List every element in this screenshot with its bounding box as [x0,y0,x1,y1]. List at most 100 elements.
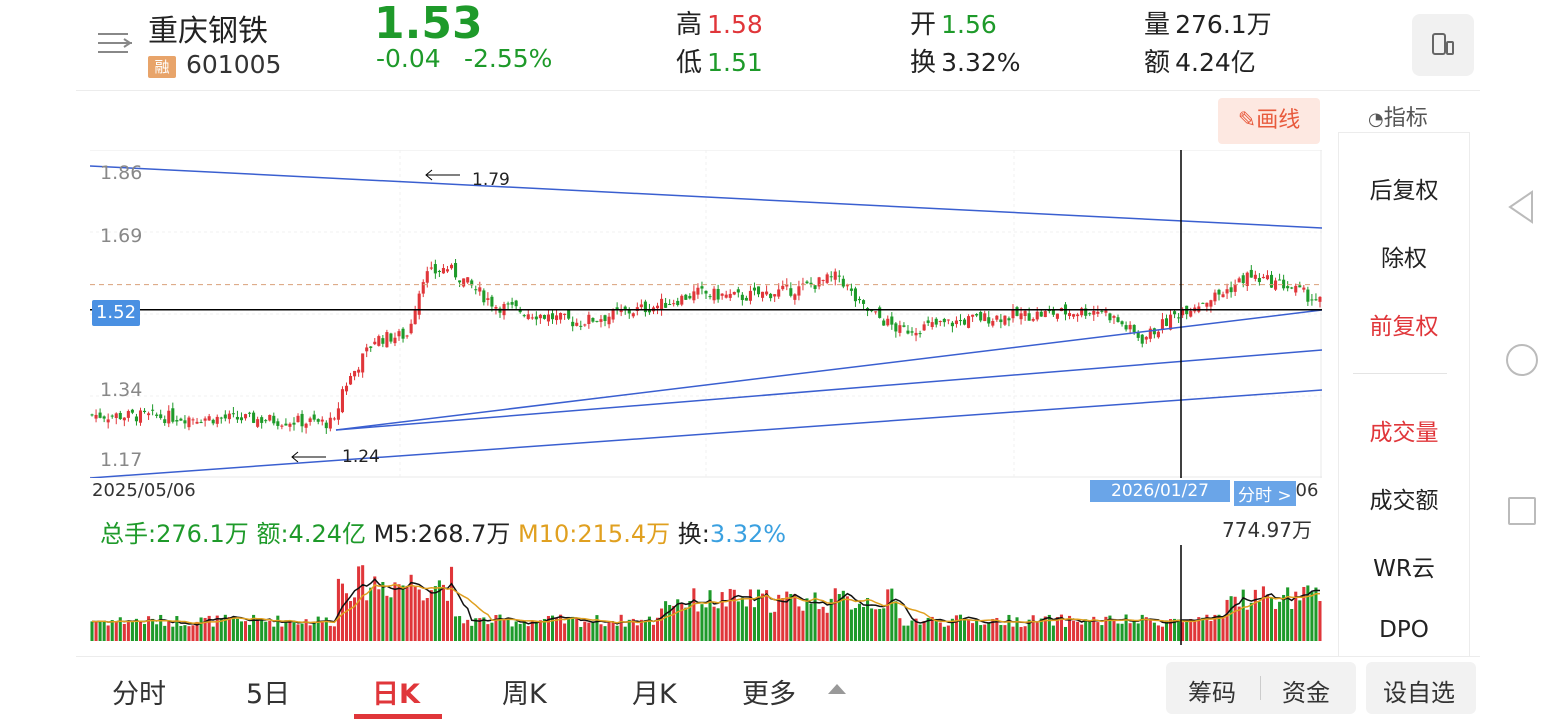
candle-body [611,309,615,320]
intraday-link[interactable]: 分时 > [1234,481,1296,506]
rp-item-amount[interactable]: 成交额 [1369,488,1439,514]
volume-bar [256,618,260,641]
candle-body [563,313,567,315]
rp-item-forward-adjust[interactable]: 前复权 [1369,314,1439,340]
volume-bar [1278,601,1282,641]
candle-body [1205,302,1209,307]
draw-line-button[interactable]: ✎画线 [1218,98,1320,144]
volume-bar [1039,618,1043,641]
add-watchlist-button[interactable]: 设自选 [1366,662,1476,714]
candle-body [878,307,882,318]
tab-monthly-k[interactable]: 月K [632,679,677,710]
volume-bar [870,608,874,641]
candle-body [894,323,898,332]
volume-bar [494,615,498,641]
candle-body [336,408,340,420]
candle-body [845,285,849,287]
volume-bar [510,626,514,641]
volume-bar [534,621,538,641]
volume-bar [962,618,967,641]
tab-daily-k[interactable]: 日K [372,679,420,710]
kline-chart[interactable]: 1.79 1.24 [90,150,1322,478]
stat-volume: 量 276.1万 [1144,10,1272,40]
candle-body [555,315,559,321]
candle-body [967,316,971,328]
rp-item-ex-rights[interactable]: 除权 [1381,246,1427,272]
rp-item-backward-adjust[interactable]: 后复权 [1369,178,1439,204]
tab-more[interactable]: 更多 [742,679,796,710]
candle-body [155,414,159,416]
rp-item-wr-cloud[interactable]: WR云 [1373,556,1435,582]
indicator-title[interactable]: ◔指标 [1368,106,1428,131]
device-switch-button[interactable] [1412,14,1474,76]
candle-body [498,308,502,313]
volume-bar [223,614,227,641]
candle-body [195,421,199,424]
volume-bar [1229,596,1233,641]
candle-body [781,285,785,290]
candle-body [1177,317,1181,319]
candle-body [518,309,522,313]
volume-bar [365,600,369,641]
rp-item-dpo[interactable]: DPO [1379,617,1429,643]
volume-bar [280,626,284,641]
candle-body [655,305,660,309]
candle-body [514,300,518,307]
candle-body [1092,310,1096,315]
candle-body [332,418,336,420]
volume-bar [361,565,365,641]
volume-bar [1088,621,1092,641]
tab-5day[interactable]: 5日 [246,679,291,710]
funds-button[interactable]: 资金 [1282,679,1330,707]
home-icon[interactable] [1506,344,1538,376]
candle-body [320,419,324,422]
volume-bar [312,622,316,641]
caret-up-icon[interactable] [828,684,846,694]
candle-body [684,294,688,300]
candle-body [179,418,183,421]
candle-body [789,288,793,296]
candle-body [837,275,841,277]
volume-bar [454,616,458,641]
volume-bar [983,624,987,641]
chips-button[interactable]: 筹码 [1188,679,1236,707]
volume-bar [825,612,829,641]
candle-body [316,419,320,422]
volume-bar [1245,609,1249,641]
candle-body [700,286,704,289]
volume-bar [324,617,328,641]
candle-body [522,315,526,317]
volume-bar [1120,623,1124,641]
volume-chart[interactable] [90,545,1322,645]
tab-intraday[interactable]: 分时 [112,679,166,710]
candle-body [1003,315,1007,325]
candle-body [728,293,732,298]
rp-item-volume[interactable]: 成交量 [1369,420,1439,446]
candle-body [1055,313,1059,319]
volume-bar [571,616,575,641]
volume-bar [793,593,797,641]
candle-body [1080,308,1084,316]
date-start: 2025/05/06 [92,480,196,501]
indicator-panel: 后复权 除权 前复权 成交量 成交额 WR云 DPO [1338,132,1470,657]
back-icon[interactable] [1506,190,1536,224]
candle-body [138,410,143,423]
candle-body [1043,311,1047,318]
menu-icon[interactable] [98,30,132,58]
recent-apps-icon[interactable] [1508,497,1536,525]
volume-bar [437,580,441,641]
volume-bar [950,618,954,641]
candle-body [1209,300,1213,307]
volume-bar [635,625,639,641]
tab-weekly-k[interactable]: 周K [502,679,547,710]
candle-body [98,412,102,418]
volume-bar [1140,614,1144,641]
volume-bar [676,599,680,641]
volume-bar [211,626,215,641]
candle-body [280,425,284,427]
candle-body [171,408,175,422]
volume-bar [187,626,191,641]
candle-body [740,294,744,301]
candle-body [312,414,316,420]
volume-bar [1168,619,1173,641]
